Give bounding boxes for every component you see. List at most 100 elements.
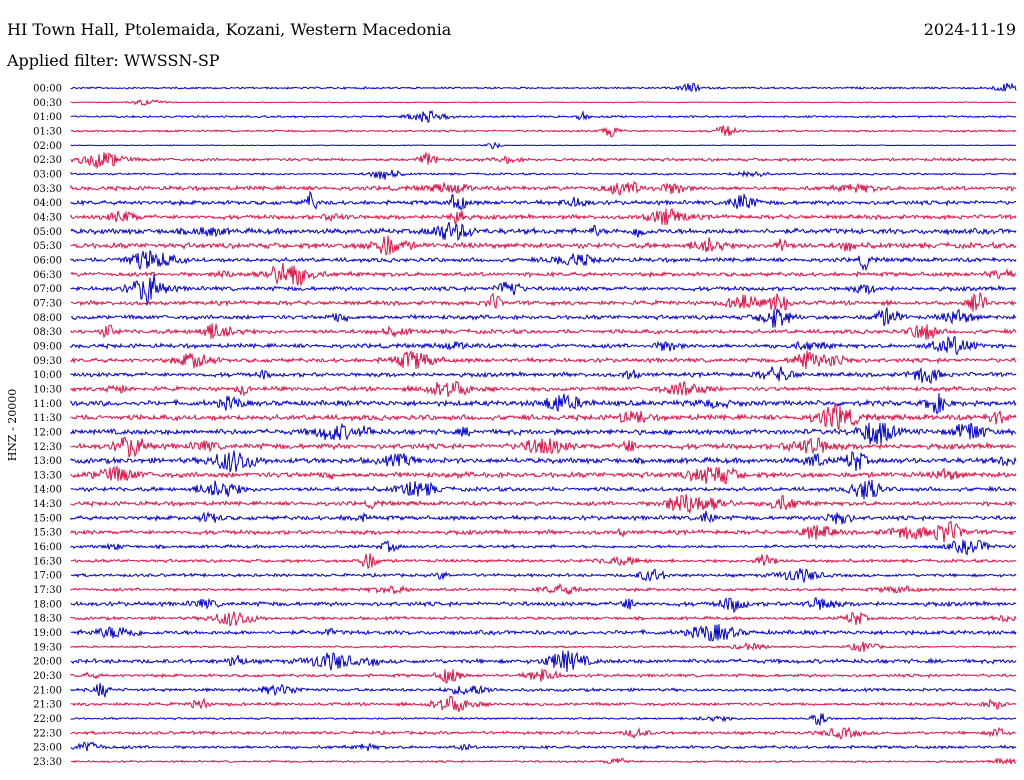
trace-line — [70, 568, 1017, 584]
trace-line — [70, 335, 1017, 356]
trace-line — [70, 250, 1017, 272]
filter-label: Applied filter: WWSSN-SP — [7, 51, 220, 70]
trace-line — [70, 109, 1017, 124]
row-time-label: 00:30 — [33, 98, 62, 109]
trace-line — [71, 757, 1017, 765]
row-time-label: 22:00 — [33, 714, 62, 725]
row-time-label: 10:00 — [33, 370, 62, 381]
row-time-label: 02:00 — [33, 141, 62, 152]
row-time-label: 23:30 — [33, 757, 62, 768]
row-time-label: 08:00 — [33, 313, 62, 324]
row-time-label: 11:30 — [33, 413, 62, 424]
row-time-label: 18:30 — [33, 614, 62, 625]
trace-line — [70, 125, 1017, 138]
row-time-label: 11:00 — [33, 399, 62, 410]
trace-line — [70, 99, 1016, 106]
trace-line — [70, 393, 1017, 415]
trace-line — [70, 436, 1016, 459]
row-time-label: 05:00 — [33, 227, 62, 238]
row-time-label: 03:00 — [33, 169, 62, 180]
trace-line — [70, 235, 1017, 256]
trace-line — [70, 741, 1017, 752]
trace-line — [70, 539, 1016, 556]
row-time-label: 14:00 — [33, 485, 62, 496]
trace-line — [70, 611, 1017, 628]
trace-line — [70, 82, 1017, 94]
trace-line — [70, 151, 1017, 170]
row-time-label: 07:00 — [33, 284, 62, 295]
trace-line — [70, 596, 1017, 614]
y-axis-label: HNZ - 20000 — [6, 389, 19, 462]
trace-line — [70, 510, 1017, 525]
trace-line — [70, 274, 1017, 307]
trace-line — [70, 190, 1017, 211]
trace-line — [70, 263, 1017, 287]
trace-line — [70, 641, 1017, 652]
trace-line — [70, 494, 1017, 514]
row-time-label: 16:00 — [33, 542, 62, 553]
row-time-label: 09:00 — [33, 341, 62, 352]
trace-line — [70, 402, 1017, 432]
row-time-label: 01:00 — [33, 112, 62, 123]
trace-line — [70, 180, 1017, 196]
row-time-label: 17:00 — [33, 571, 62, 582]
trace-line — [70, 465, 1017, 485]
trace-line — [70, 520, 1017, 543]
trace-line — [70, 650, 1017, 673]
row-time-label: 12:00 — [33, 427, 62, 438]
trace-line — [70, 582, 1017, 595]
trace-line — [70, 713, 1017, 727]
trace-line — [70, 207, 1017, 226]
row-time-label: 21:00 — [33, 685, 62, 696]
trace-line — [70, 479, 1017, 500]
row-time-label: 04:00 — [33, 198, 62, 209]
trace-line — [70, 380, 1017, 398]
row-time-label: 18:00 — [33, 599, 62, 610]
row-time-label: 02:30 — [33, 155, 62, 166]
trace-line — [70, 422, 1017, 445]
trace-line — [70, 292, 1017, 312]
row-time-label: 00:00 — [33, 84, 62, 95]
row-time-label: 10:30 — [33, 384, 62, 395]
trace-line — [70, 349, 1017, 370]
row-time-label: 03:30 — [33, 184, 62, 195]
row-time-label: 15:30 — [33, 528, 62, 539]
row-time-label: 05:30 — [33, 241, 62, 252]
trace-line — [70, 141, 1017, 150]
trace-line — [70, 307, 1017, 328]
row-time-label: 07:30 — [33, 298, 62, 309]
row-time-label: 13:30 — [33, 470, 62, 481]
row-time-label: 19:30 — [33, 642, 62, 653]
row-time-label: 01:30 — [33, 126, 62, 137]
row-time-label: 09:30 — [33, 356, 62, 367]
row-time-label: 06:00 — [33, 255, 62, 266]
row-time-label: 20:30 — [33, 671, 62, 682]
trace-line — [70, 682, 1017, 699]
row-time-label: 20:00 — [33, 657, 62, 668]
row-time-label: 22:30 — [33, 728, 62, 739]
trace-line — [70, 695, 1017, 713]
trace-line — [70, 323, 1017, 340]
trace-line — [70, 169, 1017, 180]
trace-line — [70, 221, 1017, 242]
row-time-label: 19:00 — [33, 628, 62, 639]
trace-line — [70, 450, 1017, 472]
row-time-label: 08:30 — [33, 327, 62, 338]
row-time-label: 15:00 — [33, 513, 62, 524]
row-time-label: 17:30 — [33, 585, 62, 596]
trace-line — [70, 668, 1017, 684]
trace-line — [70, 553, 1017, 570]
row-time-label: 13:00 — [33, 456, 62, 467]
row-time-label: 12:30 — [33, 442, 62, 453]
row-time-label: 23:00 — [33, 743, 62, 754]
row-time-label: 21:30 — [33, 700, 62, 711]
station-title: HI Town Hall, Ptolemaida, Kozani, Wester… — [7, 20, 452, 39]
trace-line — [70, 624, 1017, 642]
trace-line — [70, 366, 1017, 384]
row-time-label: 16:30 — [33, 556, 62, 567]
row-time-label: 06:30 — [33, 270, 62, 281]
date-label: 2024-11-19 — [923, 20, 1016, 39]
trace-line — [70, 726, 1017, 741]
row-time-label: 04:30 — [33, 212, 62, 223]
